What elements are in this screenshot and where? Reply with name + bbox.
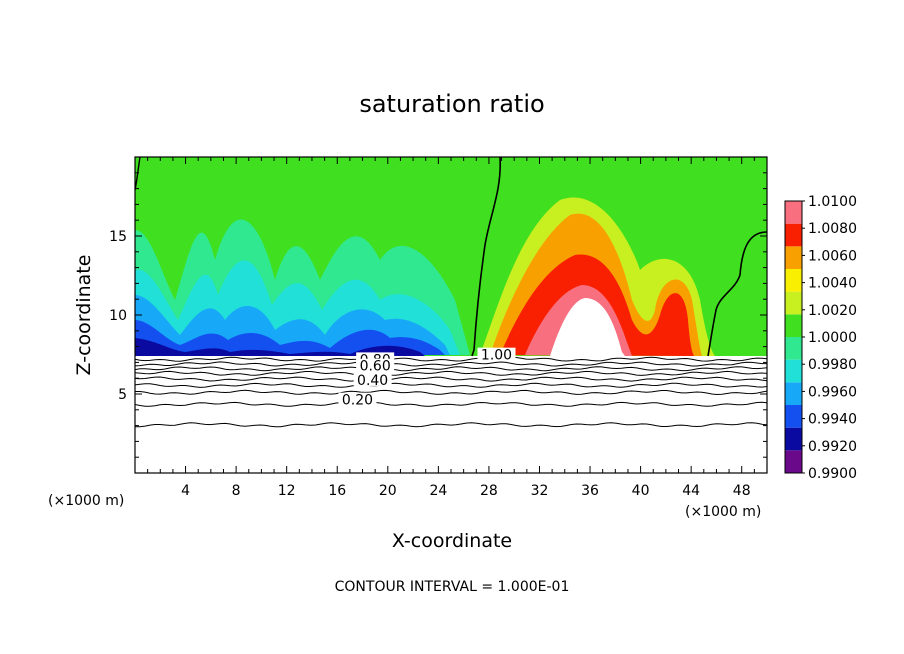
x-tick-label: 32 — [531, 483, 549, 499]
colorbar-swatch — [785, 223, 802, 247]
colorbar-swatch — [785, 337, 802, 360]
colorbar-swatch — [785, 269, 802, 292]
contour-line — [135, 382, 767, 388]
colorbar-label: 1.0100 — [808, 194, 857, 210]
colorbar-label: 0.9940 — [808, 412, 857, 428]
y-tick-label: 15 — [109, 229, 127, 245]
saturation-field — [135, 157, 767, 473]
colorbar-label: 1.0020 — [808, 303, 857, 319]
y-tick-label: 5 — [118, 387, 127, 403]
contour-label-bg — [356, 358, 395, 372]
contour-lines — [135, 356, 767, 428]
contour-label: 0.40 — [357, 373, 388, 389]
x-tick-label: 44 — [682, 483, 700, 499]
colorbar-swatch — [785, 359, 802, 383]
colorbar-label: 0.9900 — [808, 466, 857, 482]
colorbar-swatch — [785, 246, 802, 269]
colorbar-swatch — [785, 405, 802, 428]
y-tick-label: 10 — [109, 308, 127, 324]
colorbar-swatch — [785, 201, 802, 224]
x-tick-label: 28 — [480, 483, 498, 499]
field-darkblue-region — [135, 338, 425, 356]
field-blue-region — [135, 320, 445, 355]
x-tick-label: 16 — [328, 483, 346, 499]
contour-line — [135, 401, 767, 407]
colorbar-swatch — [785, 427, 802, 451]
x-tick-label: 4 — [181, 483, 190, 499]
colorbar-swatch — [785, 314, 802, 337]
colorbar-label: 0.9960 — [808, 384, 857, 400]
contour-label: 0.20 — [342, 393, 373, 409]
x-unit-right: (×1000 m) — [685, 504, 761, 520]
x-tick-label: 24 — [429, 483, 447, 499]
x-tick-label: 48 — [733, 483, 751, 499]
colorbar-swatch — [785, 382, 802, 405]
chart-title: saturation ratio — [359, 90, 544, 118]
colorbar-swatch — [785, 291, 802, 315]
colorbar-label: 1.0080 — [808, 221, 857, 237]
contour-label: 1.00 — [481, 348, 512, 364]
x-tick-label: 20 — [379, 483, 397, 499]
contour-line-1.00 — [471, 157, 502, 357]
contour-labels: 0.800.600.400.201.00 — [338, 347, 516, 409]
colorbar-label: 1.0040 — [808, 276, 857, 292]
contour-line — [135, 389, 767, 396]
colorbar-label: 0.9920 — [808, 439, 857, 455]
x-axis-ticks: 4 8 12 16 20 24 28 32 36 40 44 48 — [147, 157, 755, 499]
x-tick-label: 36 — [581, 483, 599, 499]
contour-line — [135, 376, 767, 382]
x-tick-label: 40 — [632, 483, 650, 499]
y-axis-label: Z-coordinate — [73, 255, 95, 376]
contour-label-bg — [477, 347, 516, 361]
contour-line — [135, 356, 767, 362]
colorbar: 1.0100 1.0080 1.0060 1.0040 1.0020 1.0000 0.99… — [784, 194, 857, 482]
contour-line — [135, 361, 767, 367]
contour-interval-note: CONTOUR INTERVAL = 1.000E-01 — [335, 579, 570, 595]
colorbar-label: 0.9980 — [808, 357, 857, 373]
contour-label-bg — [353, 372, 392, 386]
contour-line — [135, 370, 767, 376]
x-unit-left: (×1000 m) — [48, 493, 124, 509]
x-tick-label: 8 — [232, 483, 241, 499]
contour-label-bg — [338, 392, 377, 406]
y-axis-ticks: 5 10 15 — [109, 172, 767, 458]
colorbar-label: 1.0000 — [808, 330, 857, 346]
x-axis-label: X-coordinate — [392, 530, 512, 552]
colorbar-label: 1.0060 — [808, 248, 857, 264]
contour-line-1.00-right — [707, 231, 767, 357]
colorbar-swatch — [785, 450, 802, 473]
lower-clear-region — [135, 356, 767, 473]
contour-label: 0.60 — [360, 359, 391, 375]
field-white-core — [550, 298, 625, 356]
x-tick-label: 12 — [278, 483, 296, 499]
contour-line — [135, 422, 767, 428]
contour-line — [135, 366, 767, 372]
